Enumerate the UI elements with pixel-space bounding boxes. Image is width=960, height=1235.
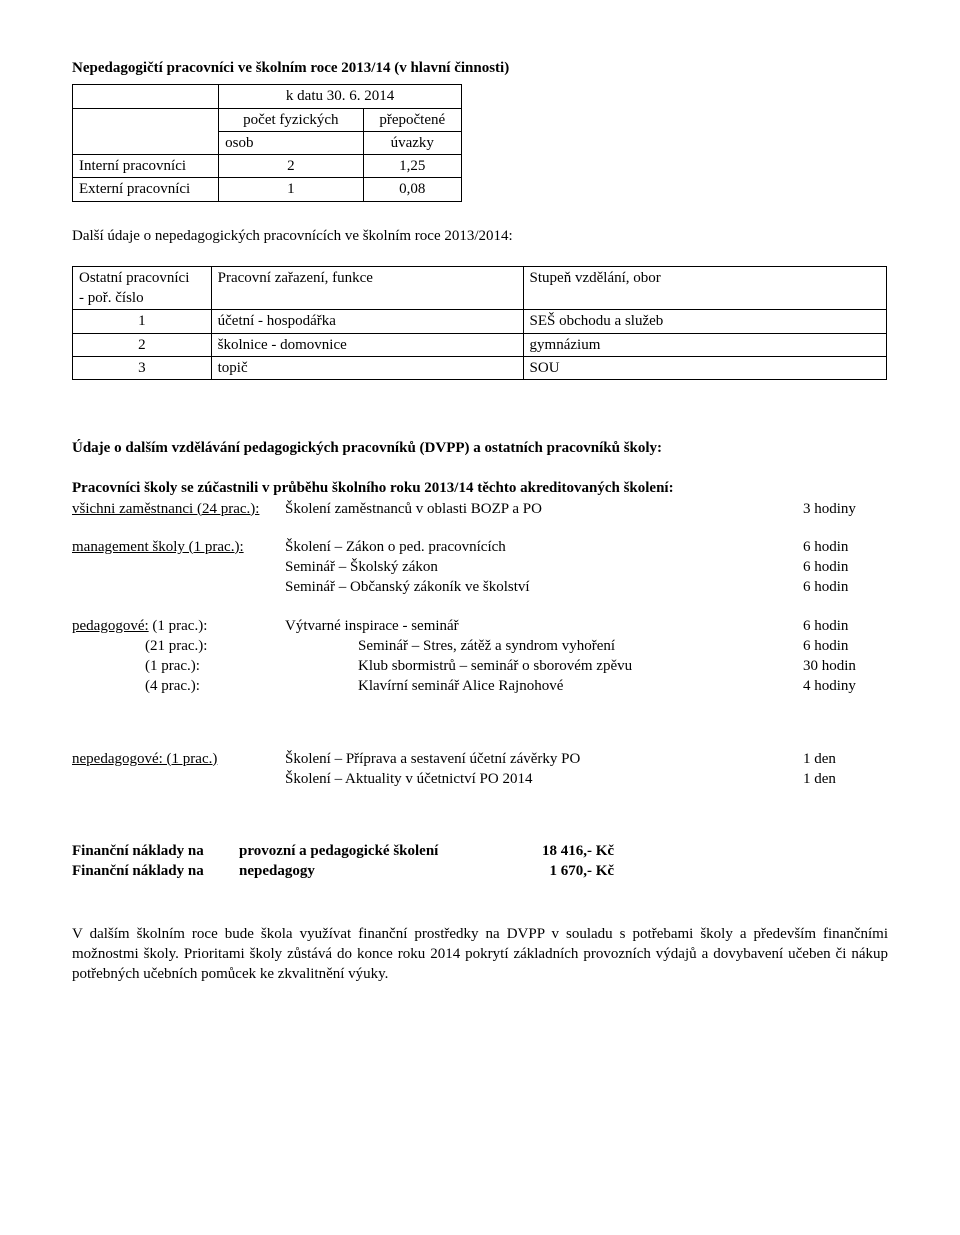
t2-r0-n: 1: [73, 310, 212, 333]
label-all-employees: všichni zaměstnanci (24 prac.):: [72, 499, 285, 519]
title-dvpp: Údaje o dalším vzdělávání pedagogických …: [72, 438, 888, 458]
ped-course-0: Výtvarné inspirace - seminář: [285, 616, 803, 636]
label-nonpedagogues: nepedagogové: (1 prac.): [72, 749, 285, 769]
table-row: Externí pracovníci 1 0,08: [73, 178, 462, 201]
table-row: 3 topič SOU: [73, 356, 887, 379]
table-row: 1 účetní - hospodářka SEŠ obchodu a služ…: [73, 310, 887, 333]
t2-h2: Pracovní zařazení, funkce: [211, 266, 523, 310]
table-row: Interní pracovníci 2 1,25: [73, 155, 462, 178]
ped-hours-1: 6 hodin: [803, 636, 888, 656]
fin2-val: 1 670,- Kč: [542, 861, 614, 881]
fin1-label: Finanční náklady na: [72, 841, 239, 861]
t1-date: k datu 30. 6. 2014: [219, 85, 462, 108]
t2-r1-f: školnice - domovnice: [211, 333, 523, 356]
block-nonpedagogues: nepedagogové: (1 prac.) Školení – Přípra…: [72, 749, 888, 790]
row-fin-1: Finanční náklady na provozní a pedagogic…: [72, 841, 888, 861]
t1-r1-b: 0,08: [363, 178, 461, 201]
ped-hours-0: 6 hodin: [803, 616, 888, 636]
table-nonped-counts: k datu 30. 6. 2014 počet fyzických přepo…: [72, 84, 462, 201]
ped-hours-3: 4 hodiny: [803, 676, 888, 696]
ped-hours-2: 30 hodin: [803, 656, 888, 676]
mgmt-hours-0: 6 hodin: [803, 537, 888, 557]
ped-course-3: Klavírní seminář Alice Rajnohové: [358, 676, 803, 696]
t1-r0-label: Interní pracovníci: [73, 155, 219, 178]
neped-hours-1: 1 den: [803, 769, 888, 789]
mgmt-course-0: Školení – Zákon o ped. pracovnících: [285, 537, 803, 557]
t1-r0-b: 1,25: [363, 155, 461, 178]
t2-r1-n: 2: [73, 333, 212, 356]
title-nonped: Nepedagogičtí pracovníci ve školním roce…: [72, 58, 888, 78]
fin1-val: 18 416,- Kč: [542, 841, 614, 861]
t1-h-col3a: přepočtené: [363, 108, 461, 131]
t2-r0-f: účetní - hospodářka: [211, 310, 523, 333]
block-pedagogues: pedagogové: (1 prac.): Výtvarné inspirac…: [72, 616, 888, 697]
paragraph-final: V dalším školním roce bude škola využíva…: [72, 924, 888, 985]
row-all-employees: všichni zaměstnanci (24 prac.): Školení …: [72, 499, 888, 519]
row-fin-2: Finanční náklady na nepedagogy 1 670,- K…: [72, 861, 888, 881]
ped-who-1: (21 prac.):: [72, 636, 358, 656]
t1-r0-a: 2: [219, 155, 363, 178]
block-management: management školy (1 prac.): Školení – Zá…: [72, 537, 888, 598]
ped-who-3: (4 prac.):: [72, 676, 358, 696]
t2-h3: Stupeň vzdělání, obor: [523, 266, 886, 310]
neped-course-1: Školení – Aktuality v účetnictví PO 2014: [285, 769, 803, 789]
fin2-mid: nepedagogy: [239, 861, 542, 881]
fin2-label: Finanční náklady na: [72, 861, 239, 881]
t2-r2-n: 3: [73, 356, 212, 379]
neped-course-0: Školení – Příprava a sestavení účetní zá…: [285, 749, 803, 769]
intro-trainings: Pracovníci školy se zúčastnili v průběhu…: [72, 478, 888, 498]
table-nonped-details: Ostatní pracovníci - poř. číslo Pracovní …: [72, 266, 887, 380]
t2-r2-f: topič: [211, 356, 523, 379]
t2-h1b: - poř. číslo: [79, 290, 144, 306]
t1-h-col2a: počet fyzických: [219, 108, 363, 131]
t1-h-col3b: úvazky: [363, 131, 461, 154]
hours-all-employees: 3 hodiny: [803, 499, 888, 519]
mgmt-course-1: Seminář – Školský zákon: [285, 557, 803, 577]
mgmt-course-2: Seminář – Občanský zákoník ve školství: [285, 577, 803, 597]
t1-r1-label: Externí pracovníci: [73, 178, 219, 201]
fin1-mid: provozní a pedagogické školení: [239, 841, 542, 861]
ped-who-0: (1 prac.):: [149, 618, 208, 634]
t2-r0-o: SEŠ obchodu a služeb: [523, 310, 886, 333]
course-all-employees: Školení zaměstnanců v oblasti BOZP a PO: [285, 499, 803, 519]
t2-h1: Ostatní pracovníci - poř. číslo: [73, 266, 212, 310]
t1-h-col2b: osob: [219, 131, 363, 154]
t1-r1-a: 1: [219, 178, 363, 201]
ped-course-2: Klub sbormistrů – seminář o sborovém zpě…: [358, 656, 803, 676]
ped-who-2: (1 prac.):: [72, 656, 358, 676]
subtitle-further-nonped: Další údaje o nepedagogických pracovnící…: [72, 226, 888, 246]
mgmt-hours-1: 6 hodin: [803, 557, 888, 577]
mgmt-hours-2: 6 hodin: [803, 577, 888, 597]
label-management: management školy (1 prac.):: [72, 537, 285, 557]
ped-course-1: Seminář – Stres, zátěž a syndrom vyhořen…: [358, 636, 803, 656]
neped-hours-0: 1 den: [803, 749, 888, 769]
t2-r1-o: gymnázium: [523, 333, 886, 356]
table-row: 2 školnice - domovnice gymnázium: [73, 333, 887, 356]
label-pedagogues: pedagogové:: [72, 618, 149, 634]
t2-r2-o: SOU: [523, 356, 886, 379]
t2-h1a: Ostatní pracovníci: [79, 270, 189, 286]
